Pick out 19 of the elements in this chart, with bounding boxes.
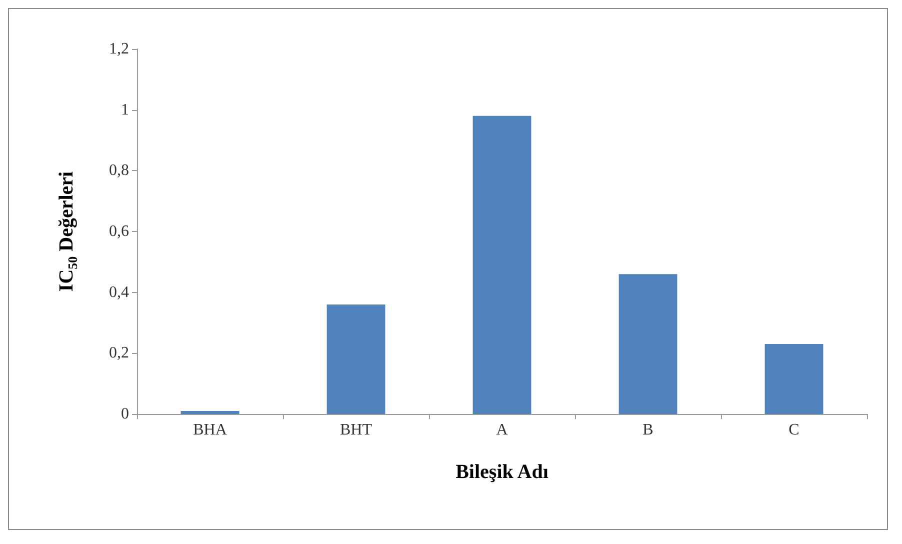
x-axis-title: Bileşik Adı: [456, 461, 549, 483]
bar: [326, 304, 386, 414]
bar: [618, 274, 678, 414]
y-tick-label: 0,6: [109, 223, 129, 240]
x-tick-label: C: [788, 422, 800, 438]
bar: [180, 410, 240, 414]
x-tick-label: BHA: [193, 422, 228, 438]
y-tick-label: 0: [121, 406, 129, 422]
bar: [472, 116, 532, 414]
y-tick-label: 1,2: [109, 40, 129, 58]
bar: [764, 344, 824, 414]
y-tick-label: 0,8: [109, 162, 129, 180]
x-tick-label: B: [642, 422, 654, 438]
x-tick-label: BHT: [340, 422, 372, 438]
y-tick-label: 0,2: [109, 344, 129, 362]
y-tick-label: 1: [121, 101, 129, 118]
y-tick-label: 0,4: [109, 284, 129, 301]
y-axis-title: IC50 Değerleri: [56, 170, 80, 292]
x-tick-label: A: [496, 422, 508, 438]
